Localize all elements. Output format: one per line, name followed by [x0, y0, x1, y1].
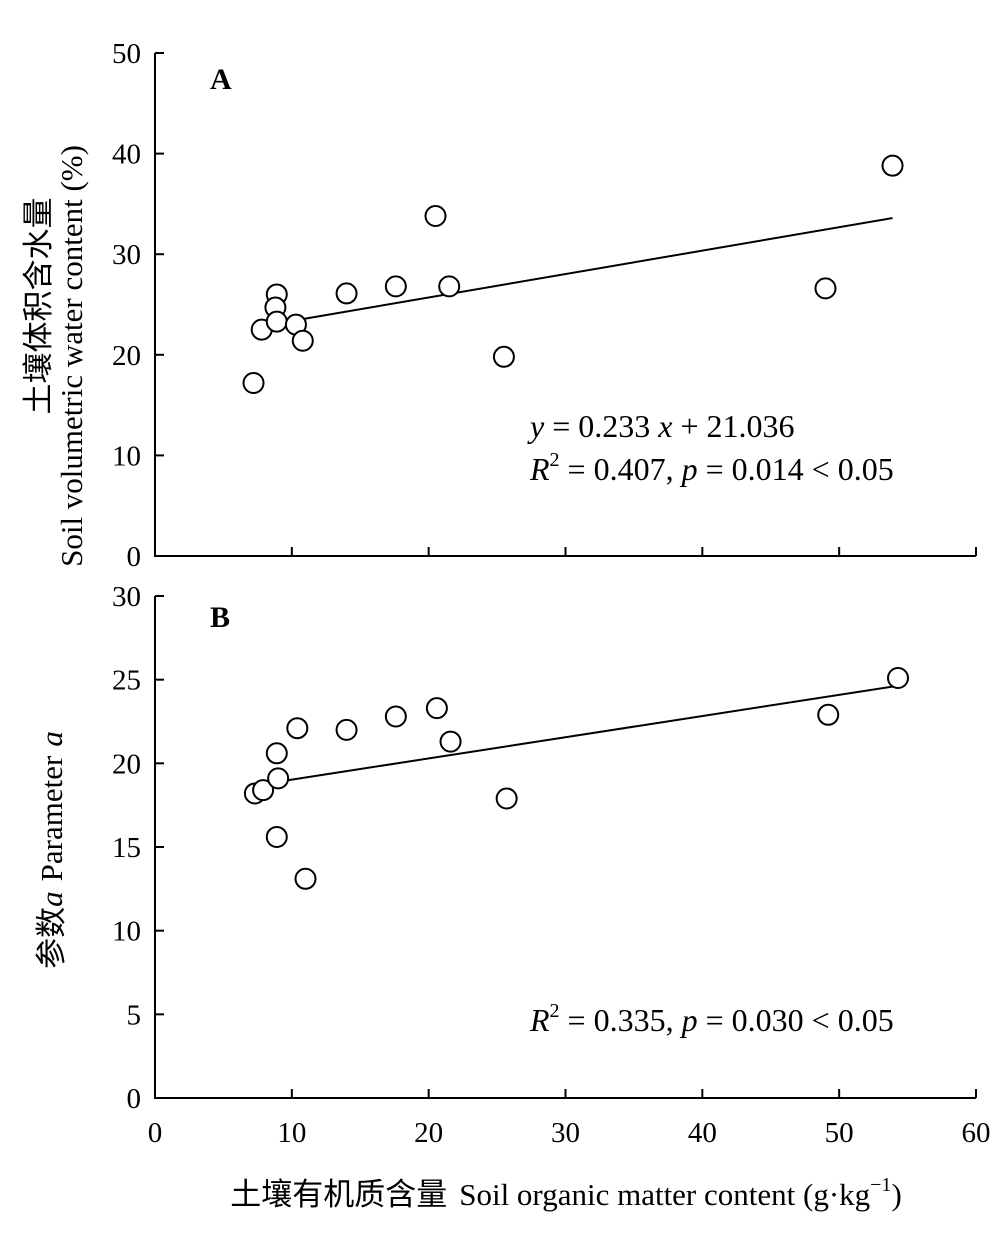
p-value-text: = 0.014 < 0.05: [698, 451, 894, 487]
data-point: [424, 204, 447, 227]
data-point: [384, 275, 407, 298]
panel-a: 0 10 20 30 40 50 A y = 0.233 x + 21.036 R2 = …: [21, 38, 977, 573]
data-point: [267, 767, 290, 790]
data-point: [384, 705, 407, 728]
r-superscript: 2: [550, 449, 560, 471]
x-tick-label: 60: [962, 1117, 991, 1149]
eq-y-var: y: [527, 408, 545, 444]
ylabel-en-var: a: [34, 731, 69, 747]
y-tick-label: 5: [127, 999, 142, 1031]
panel-b: 0 5 10 15 20 25 30 0 10 20 30 40 50 60 B R2 = 0.335,…: [34, 581, 991, 1149]
y-tick-label: 0: [127, 1083, 142, 1115]
ylabel-var: a: [34, 891, 69, 907]
data-point: [439, 730, 462, 753]
data-point: [265, 310, 288, 333]
panel-b-points: [243, 666, 910, 890]
x-tick-label: 40: [688, 1117, 717, 1149]
r-value-text: = 0.407,: [560, 451, 682, 487]
panel-a-ylabel-en-wrap: Soil volumetric water content (%): [54, 145, 89, 567]
data-point: [242, 371, 265, 394]
r-var: R: [529, 451, 550, 487]
panel-b-stats: R2 = 0.335, p = 0.030 < 0.05: [529, 1000, 894, 1038]
x-tick-label: 0: [148, 1117, 163, 1149]
panel-a-letter: A: [210, 63, 232, 96]
data-point: [438, 275, 461, 298]
panel-a-points: [242, 154, 904, 394]
y-tick-label: 25: [112, 665, 141, 697]
x-tick-label: 20: [414, 1117, 443, 1149]
p-var: p: [680, 451, 698, 487]
panel-b-y-ticks: 0 5 10 15 20 25 30: [112, 581, 164, 1115]
xlabel-close: ): [891, 1177, 901, 1212]
panel-a-x-ticks: [154, 547, 977, 556]
data-point: [817, 703, 840, 726]
panel-a-equation: y = 0.233 x + 21.036: [527, 408, 795, 444]
data-point: [881, 154, 904, 177]
y-tick-label: 15: [112, 832, 141, 864]
panel-b-ylabel: 参数aParametera: [34, 731, 69, 969]
data-point: [335, 718, 358, 741]
panel-a-fit-line: [298, 217, 893, 321]
ylabel-en: Parameter: [34, 755, 69, 881]
panel-a-ylabel-cn: 土壤体积含水量: [21, 198, 56, 415]
p-value-text: = 0.030 < 0.05: [698, 1002, 894, 1038]
data-point: [294, 867, 317, 890]
ylabel-cn: 参数: [34, 907, 69, 969]
y-tick-label: 20: [112, 748, 141, 780]
y-tick-label: 10: [112, 440, 141, 472]
eq-x-var: x: [657, 408, 672, 444]
panel-a-y-ticks: 0 10 20 30 40 50: [112, 38, 164, 573]
data-point: [265, 825, 288, 848]
panel-b-x-ticks: 0 10 20 30 40 50 60: [148, 1089, 991, 1149]
x-tick-label: 50: [825, 1117, 854, 1149]
data-point: [286, 717, 309, 740]
y-tick-label: 0: [127, 541, 142, 573]
xlabel-superscript: −1: [870, 1174, 891, 1196]
r-superscript: 2: [550, 1000, 560, 1022]
panel-b-letter: B: [210, 601, 230, 634]
y-tick-label: 30: [112, 581, 141, 613]
p-var: p: [680, 1002, 698, 1038]
data-point: [265, 742, 288, 765]
data-point: [425, 697, 448, 720]
xlabel-cn: 土壤有机质含量: [230, 1177, 447, 1212]
panel-b-ylabel-wrap: 参数aParametera: [34, 731, 69, 969]
eq-intercept-text: + 21.036: [672, 408, 794, 444]
y-tick-label: 10: [112, 916, 141, 948]
x-tick-label: 10: [277, 1117, 306, 1149]
data-point: [335, 282, 358, 305]
panel-a-ylabel-en: Soil volumetric water content (%): [54, 145, 89, 567]
r-value-text: = 0.335,: [560, 1002, 682, 1038]
xlabel-en: Soil organic matter content (g·kg: [459, 1177, 870, 1212]
y-tick-label: 20: [112, 340, 141, 372]
r-var: R: [529, 1002, 550, 1038]
panel-a-stats: R2 = 0.407, p = 0.014 < 0.05: [529, 449, 894, 487]
data-point: [291, 329, 314, 352]
x-tick-label: 30: [551, 1117, 580, 1149]
data-point: [887, 666, 910, 689]
y-tick-label: 50: [112, 38, 141, 70]
y-tick-label: 30: [112, 239, 141, 271]
eq-slope-text: = 0.233: [544, 408, 658, 444]
y-tick-label: 40: [112, 139, 141, 171]
panel-b-fit-line: [277, 685, 895, 783]
x-axis-title: 土壤有机质含量 Soil organic matter content (g·kg…: [230, 1174, 902, 1212]
panel-a-ylabel-cn-wrap: 土壤体积含水量: [21, 198, 56, 415]
data-point: [492, 345, 515, 368]
data-point: [252, 779, 275, 802]
data-point: [495, 787, 518, 810]
data-point: [814, 277, 837, 300]
